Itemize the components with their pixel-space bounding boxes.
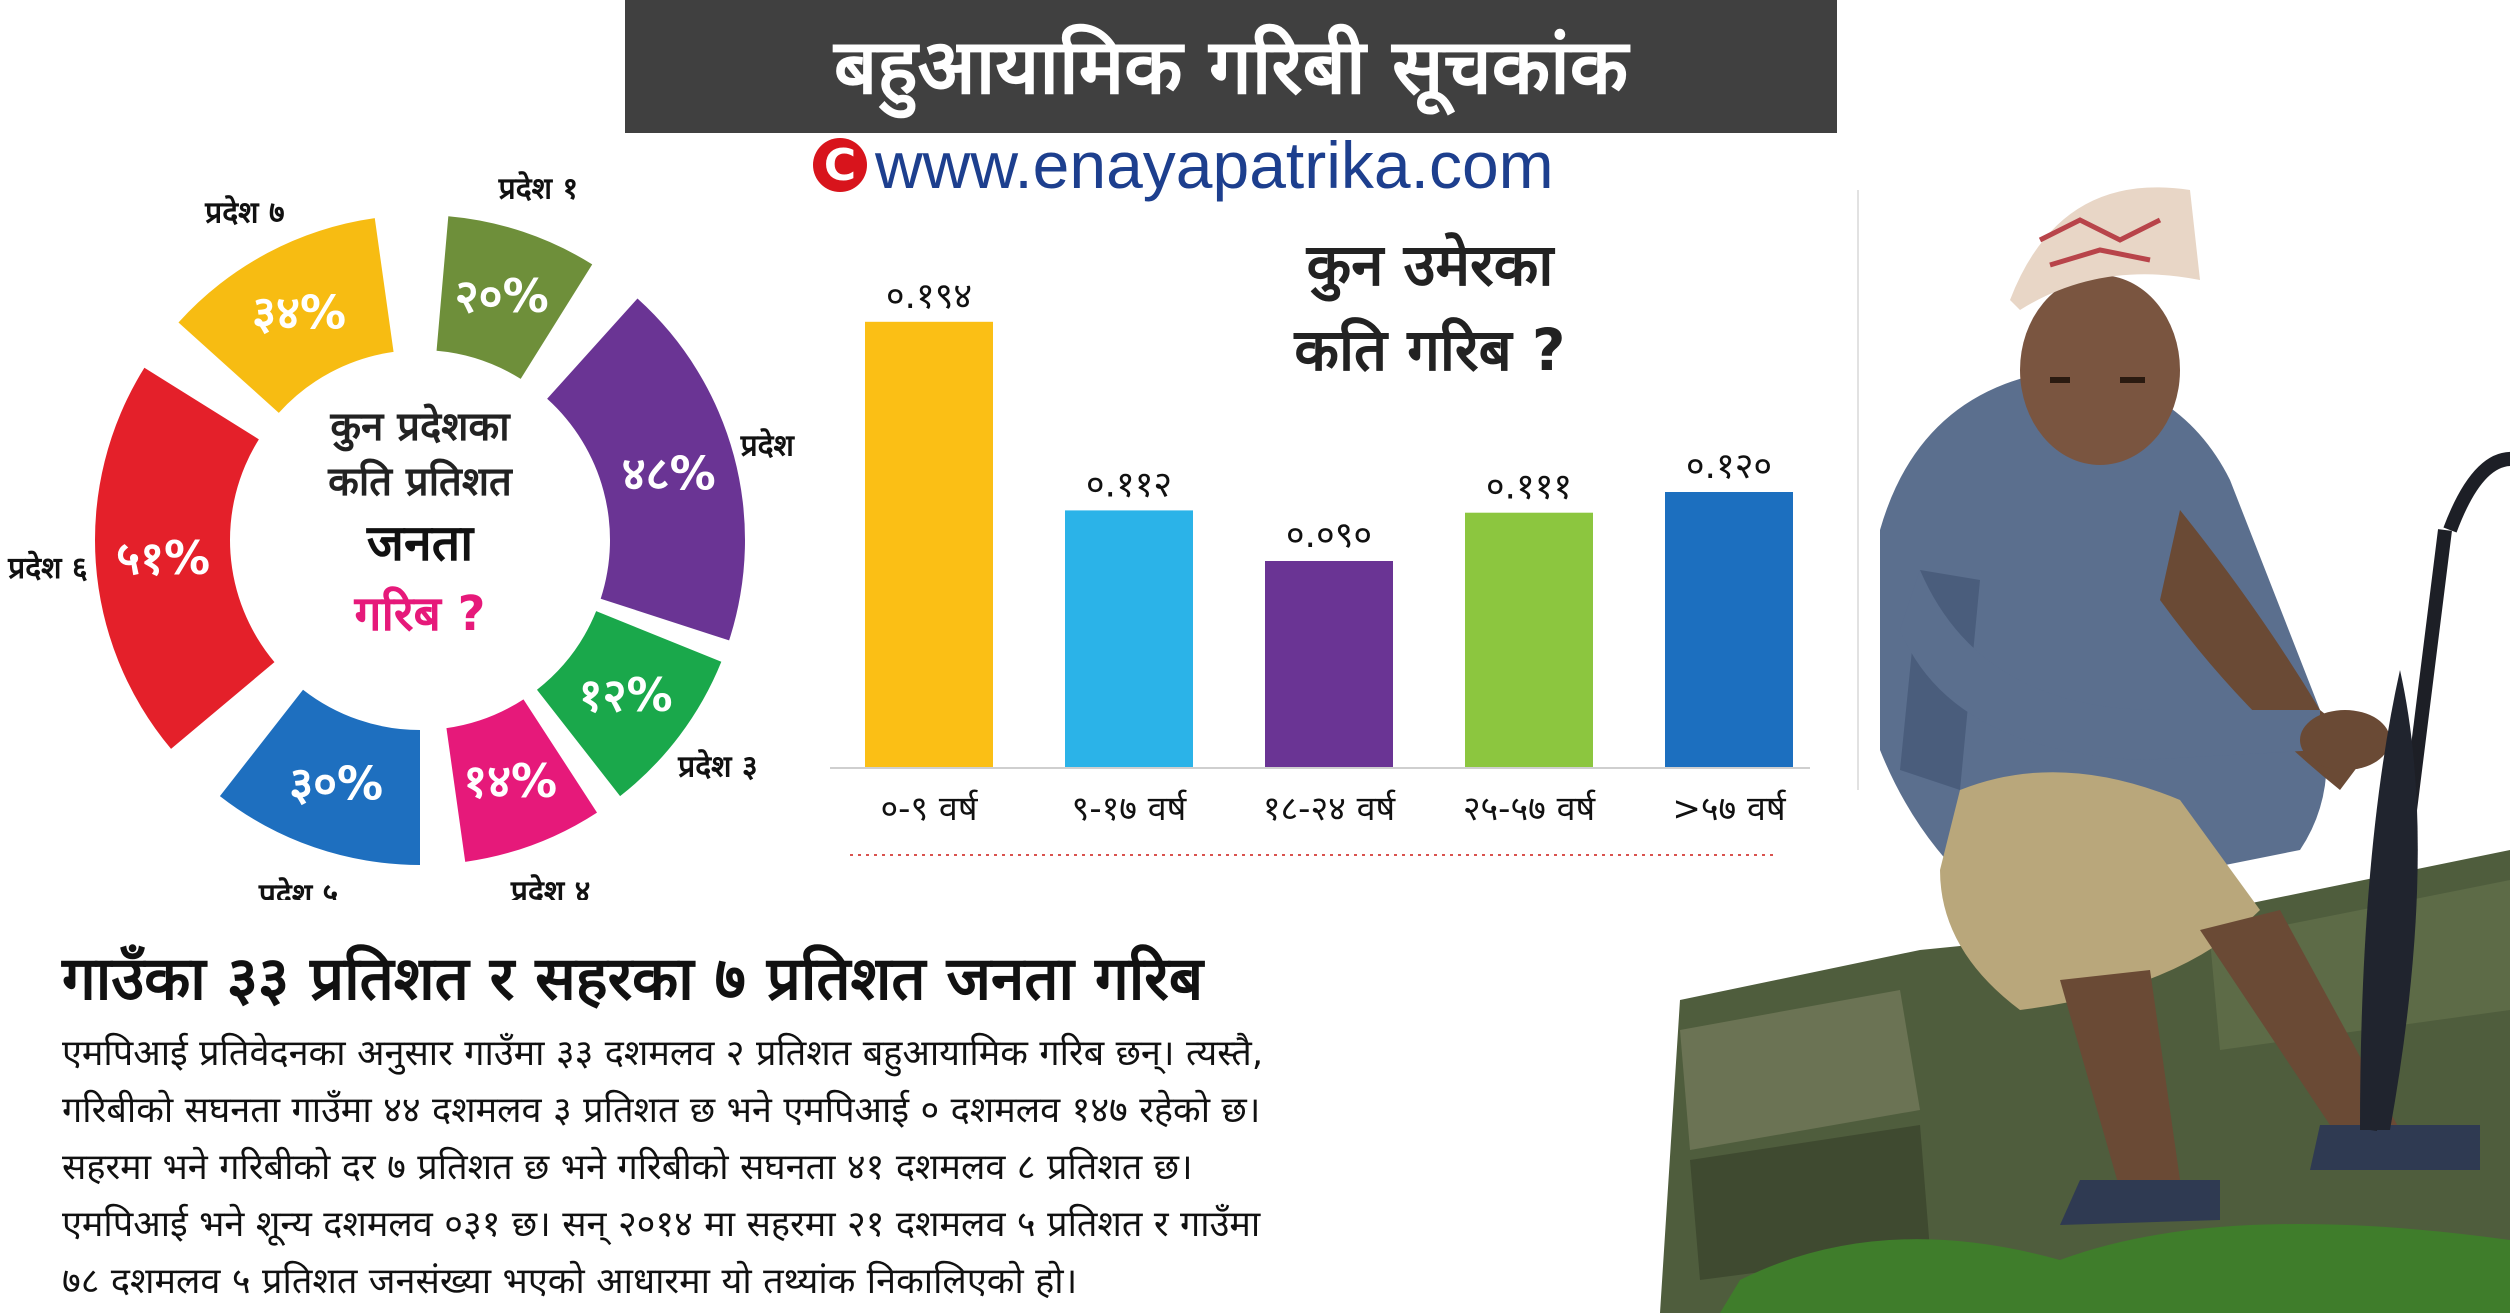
bar-value-label: ०.१११ bbox=[1486, 467, 1572, 508]
article-line: ७८ दशमलव ५ प्रतिशत जनसंख्या भएको आधारमा … bbox=[62, 1261, 1078, 1302]
donut-value-label: ४८% bbox=[622, 446, 716, 500]
donut-question-line3: जनता bbox=[366, 514, 475, 572]
x-tick-label: >५७ वर्ष bbox=[1672, 789, 1787, 829]
donut-segment bbox=[219, 689, 420, 865]
x-tick-label: १८-२४ वर्ष bbox=[1263, 789, 1397, 829]
donut-segments: २०% प्रदेश १ ४८% प्रदेश २ १२%प्रदेश ३ १४% प्रद… bbox=[7, 170, 800, 900]
donut-segment bbox=[446, 699, 598, 862]
bar-value-label: ०.०९० bbox=[1286, 515, 1372, 556]
elderly-man-photo bbox=[1660, 187, 2510, 1313]
bar bbox=[1465, 512, 1593, 768]
donut-segment bbox=[536, 611, 722, 797]
shorts bbox=[1940, 772, 2260, 1010]
age-bar-chart: कुन उमेरका कति गरिब ? ०.१९४ ०-९ वर्ष ०.११२… bbox=[830, 190, 1859, 856]
chart-title-line1: कुन उमेरका bbox=[1306, 231, 1556, 302]
source-url-row: C www.enayapatrika.com bbox=[813, 128, 1554, 202]
donut-question-line4: गरिब ? bbox=[353, 586, 485, 642]
bar bbox=[1665, 492, 1793, 768]
source-url: www.enayapatrika.com bbox=[875, 128, 1554, 202]
x-tick-label: ०-९ वर्ष bbox=[881, 789, 979, 829]
donut-segment bbox=[178, 218, 394, 413]
donut-province-label: प्रदेश ७ bbox=[204, 195, 284, 231]
umbrella-handle bbox=[2443, 452, 2510, 533]
article-line: एमपिआई प्रतिवेदनका अनुसार गाउँमा ३३ दशमल… bbox=[62, 1033, 1264, 1074]
donut-value-label: २०% bbox=[455, 269, 549, 323]
donut-value-label: ३४% bbox=[252, 286, 346, 340]
shirt bbox=[1880, 370, 2327, 910]
bar bbox=[1065, 510, 1193, 768]
donut-province-label: प्रदेश ५ bbox=[258, 877, 338, 900]
page-title: बहुआयामिक गरिबी सूचकांक bbox=[833, 22, 1629, 111]
article-body: एमपिआई प्रतिवेदनका अनुसार गाउँमा ३३ दशमल… bbox=[62, 1025, 1562, 1310]
province-donut-chart: २०% प्रदेश १ ४८% प्रदेश २ १२%प्रदेश ३ १४% प्रद… bbox=[7, 170, 800, 900]
chart-title-line2: कति गरिब ? bbox=[1293, 316, 1565, 384]
face bbox=[2020, 275, 2180, 465]
copyright-icon: C bbox=[813, 138, 867, 192]
donut-province-label: प्रदेश १ bbox=[498, 170, 578, 206]
donut-question-line2: कति प्रतिशत bbox=[327, 458, 513, 505]
donut-province-label: प्रदेश २ bbox=[740, 427, 800, 463]
umbrella bbox=[2360, 670, 2418, 1130]
bar-value-label: ०.११२ bbox=[1086, 464, 1172, 505]
donut-segment bbox=[436, 216, 593, 379]
article-line: एमपिआई भने शून्य दशमलव ०३१ छ। सन् २०१४ म… bbox=[62, 1204, 1261, 1245]
donut-value-label: १४% bbox=[463, 754, 557, 808]
bar bbox=[865, 321, 993, 768]
x-tick-label: ९-१७ वर्ष bbox=[1072, 789, 1188, 829]
bar-marks: ०.१९४ ०-९ वर्ष ०.११२ ९-१७ वर्ष ०.०९० १८-२४ वर… bbox=[865, 276, 1793, 829]
donut-province-label: प्रदेश ६ bbox=[7, 550, 87, 586]
article-line: सहरमा भने गरिबीको दर ७ प्रतिशत छ भने गरि… bbox=[62, 1147, 1193, 1188]
x-tick-label: २५-५७ वर्ष bbox=[1463, 789, 1597, 829]
donut-province-label: प्रदेश ३ bbox=[677, 748, 757, 784]
donut-value-label: ५१% bbox=[116, 531, 210, 585]
donut-value-label: ३०% bbox=[289, 756, 383, 810]
hands bbox=[2300, 710, 2390, 770]
bar bbox=[1265, 561, 1393, 768]
donut-province-label: प्रदेश ४ bbox=[510, 873, 590, 900]
donut-segment bbox=[94, 367, 275, 749]
title-banner bbox=[625, 0, 1837, 133]
article-line: गरिबीको सघनता गाउँमा ४४ दशमलव ३ प्रतिशत … bbox=[62, 1090, 1261, 1131]
donut-question-line1: कुन प्रदेशका bbox=[329, 403, 511, 452]
donut-value-label: १२% bbox=[579, 668, 673, 722]
grass bbox=[1720, 1224, 2510, 1313]
donut-segment bbox=[547, 298, 746, 641]
bar-value-label: ०.१२० bbox=[1686, 446, 1772, 487]
article-headline: गाउँका ३३ प्रतिशत र सहरका ७ प्रतिशत जनता… bbox=[62, 944, 1204, 1014]
bar-value-label: ०.१९४ bbox=[886, 276, 972, 317]
sandal bbox=[2060, 1180, 2220, 1225]
leg bbox=[2060, 970, 2180, 1190]
